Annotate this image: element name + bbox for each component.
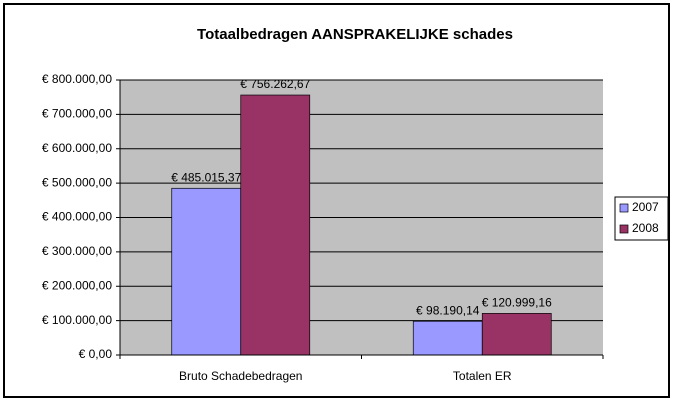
chart-title: Totaalbedragen AANSPRAKELIJKE schades: [197, 26, 513, 43]
bar: [171, 187, 242, 356]
x-tick-label: Totalen ER: [453, 369, 512, 383]
data-label: € 120.999,16: [482, 296, 552, 310]
y-tick-label: € 700.000,00: [42, 107, 112, 121]
data-label: € 98.190,14: [416, 303, 480, 317]
legend-swatch: [619, 224, 629, 234]
y-tick-label: € 200.000,00: [42, 278, 112, 292]
y-tick-label: € 100.000,00: [42, 313, 112, 327]
bar: [481, 313, 552, 356]
legend-swatch: [619, 203, 629, 213]
y-tick-label: € 600.000,00: [42, 141, 112, 155]
data-label: € 485.015,37: [171, 170, 241, 184]
y-tick-label: € 500.000,00: [42, 175, 112, 189]
y-tick-label: € 400.000,00: [42, 210, 112, 224]
y-tick-label: € 800.000,00: [42, 72, 112, 86]
bar: [240, 94, 311, 356]
y-tick-label: € 0,00: [79, 347, 113, 361]
legend-label: 2007: [632, 200, 659, 214]
legend-label: 2008: [632, 221, 659, 235]
y-tick-label: € 300.000,00: [42, 244, 112, 258]
data-label: € 756.262,67: [240, 77, 310, 91]
bar: [412, 320, 483, 356]
x-tick-label: Bruto Schadebedragen: [179, 369, 302, 383]
